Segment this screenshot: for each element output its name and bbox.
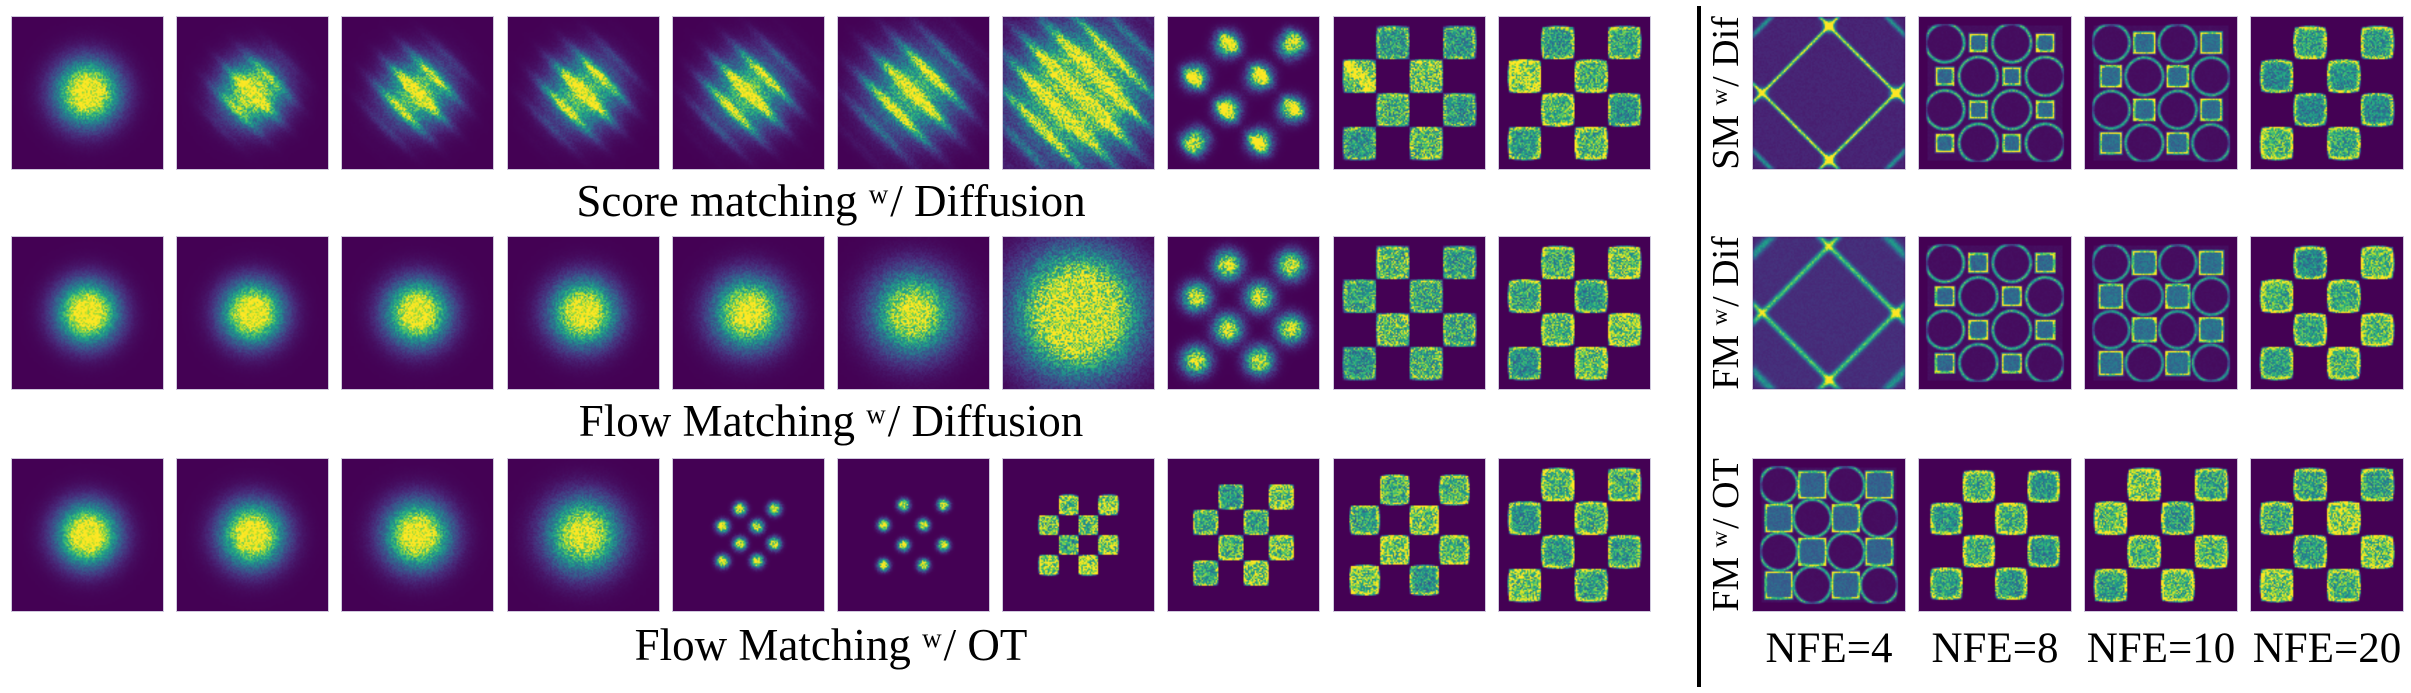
- heatmap-fm-dif-panel-3: [2084, 236, 2238, 390]
- nfe-label-8: NFE=8: [1931, 625, 2059, 672]
- section-divider: [1697, 6, 1701, 687]
- caption-text: / Diffusion: [887, 396, 1084, 446]
- heatmap-flow-matching-diffusion-panel-4: [506, 236, 660, 390]
- left-row-flow-matching-ot-panels: [11, 458, 1651, 612]
- caption-text: / Diffusion: [890, 176, 1086, 226]
- heatmap-flow-matching-diffusion-panel-7: [1002, 236, 1156, 390]
- heatmap-sm-dif-panel-1: [1752, 16, 1906, 170]
- heatmap-flow-matching-diffusion-panel-3: [341, 236, 495, 390]
- heatmap-fm-dif-panel-4: [2250, 236, 2404, 390]
- heatmap-sm-dif-panel-4: [2250, 16, 2404, 170]
- heatmap-flow-matching-ot-panel-1: [11, 458, 164, 612]
- heatmap-fm-dif-panel-2: [1918, 236, 2072, 390]
- left-row-flow-matching-diffusion-panels: [11, 236, 1651, 390]
- right-row-fm-ot-panels: [1752, 458, 2404, 612]
- heatmap-fm-ot-panel-1: [1752, 458, 1906, 612]
- heatmap-fm-ot-panel-2: [1918, 458, 2072, 612]
- heatmap-flow-matching-ot-panel-10: [1497, 458, 1651, 612]
- heatmap-fm-ot-panel-4: [2250, 458, 2404, 612]
- row-label-sm-dif: SM w/ Dif: [1700, 16, 1752, 170]
- caption-text: Score matching: [576, 176, 869, 226]
- row-label-fm-ot: FM w/ OT: [1700, 458, 1752, 612]
- nfe-label-4: NFE=4: [1765, 625, 1893, 672]
- caption-text: / OT: [943, 620, 1028, 670]
- nfe-labels-row: NFE=4 NFE=8 NFE=10 NFE=20: [1752, 618, 2404, 680]
- heatmap-score-matching-diffusion-panel-1: [11, 16, 164, 170]
- row-label-text: FM w/ Dif: [1705, 236, 1748, 390]
- label-superscript-w: w: [1706, 308, 1732, 326]
- label-superscript-w: w: [1706, 88, 1732, 106]
- left-row-score-matching-diffusion-panels: [11, 16, 1651, 170]
- caption-text: Flow Matching: [634, 620, 923, 670]
- heatmap-score-matching-diffusion-panel-8: [1167, 16, 1321, 170]
- caption-superscript-w: w: [922, 622, 942, 653]
- right-row-fm-dif-panels: [1752, 236, 2404, 390]
- heatmap-fm-dif-panel-1: [1752, 236, 1906, 390]
- heatmap-flow-matching-ot-panel-2: [176, 458, 330, 612]
- heatmap-flow-matching-diffusion-panel-6: [836, 236, 990, 390]
- caption-flow-matching-diffusion: Flow Matching w/ Diffusion: [11, 392, 1651, 450]
- heatmap-flow-matching-diffusion-panel-10: [1497, 236, 1651, 390]
- heatmap-flow-matching-diffusion-panel-5: [671, 236, 825, 390]
- heatmap-flow-matching-ot-panel-6: [836, 458, 990, 612]
- heatmap-sm-dif-panel-3: [2084, 16, 2238, 170]
- nfe-label-10: NFE=10: [2086, 625, 2236, 672]
- heatmap-fm-ot-panel-3: [2084, 458, 2238, 612]
- heatmap-flow-matching-ot-panel-5: [671, 458, 825, 612]
- heatmap-flow-matching-diffusion-panel-1: [11, 236, 164, 390]
- caption-text: Flow Matching: [578, 396, 867, 446]
- heatmap-score-matching-diffusion-panel-5: [671, 16, 825, 170]
- caption-score-matching-diffusion: Score matching w/ Diffusion: [11, 172, 1651, 230]
- heatmap-score-matching-diffusion-panel-7: [1002, 16, 1156, 170]
- heatmap-score-matching-diffusion-panel-6: [836, 16, 990, 170]
- heatmap-flow-matching-ot-panel-3: [341, 458, 495, 612]
- heatmap-score-matching-diffusion-panel-3: [341, 16, 495, 170]
- heatmap-score-matching-diffusion-panel-9: [1332, 16, 1486, 170]
- caption-superscript-w: w: [866, 398, 886, 429]
- heatmap-flow-matching-diffusion-panel-9: [1332, 236, 1486, 390]
- heatmap-flow-matching-ot-panel-7: [1002, 458, 1156, 612]
- caption-superscript-w: w: [868, 178, 889, 209]
- heatmap-flow-matching-ot-panel-9: [1332, 458, 1486, 612]
- heatmap-flow-matching-ot-panel-8: [1167, 458, 1321, 612]
- heatmap-sm-dif-panel-2: [1918, 16, 2072, 170]
- heatmap-flow-matching-ot-panel-4: [506, 458, 660, 612]
- heatmap-score-matching-diffusion-panel-2: [176, 16, 330, 170]
- heatmap-score-matching-diffusion-panel-10: [1497, 16, 1651, 170]
- row-label-text: SM w/ Dif: [1705, 16, 1748, 170]
- caption-flow-matching-ot: Flow Matching w/ OT: [11, 616, 1651, 674]
- nfe-label-20: NFE=20: [2252, 625, 2402, 672]
- right-row-sm-dif-panels: [1752, 16, 2404, 170]
- heatmap-flow-matching-diffusion-panel-8: [1167, 236, 1321, 390]
- heatmap-flow-matching-diffusion-panel-2: [176, 236, 330, 390]
- label-superscript-w: w: [1706, 530, 1732, 548]
- row-label-text: FM w/ OT: [1705, 458, 1748, 612]
- row-label-fm-dif: FM w/ Dif: [1700, 236, 1752, 390]
- heatmap-score-matching-diffusion-panel-4: [506, 16, 660, 170]
